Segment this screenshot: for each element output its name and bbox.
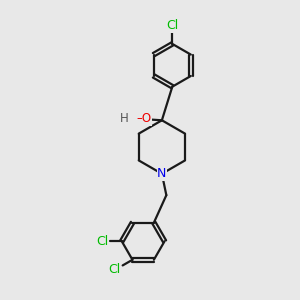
Text: H: H bbox=[120, 112, 128, 125]
Text: N: N bbox=[157, 167, 167, 180]
Text: –O: –O bbox=[136, 112, 151, 125]
Text: Cl: Cl bbox=[109, 263, 121, 276]
Text: Cl: Cl bbox=[96, 235, 109, 248]
Text: Cl: Cl bbox=[166, 19, 178, 32]
